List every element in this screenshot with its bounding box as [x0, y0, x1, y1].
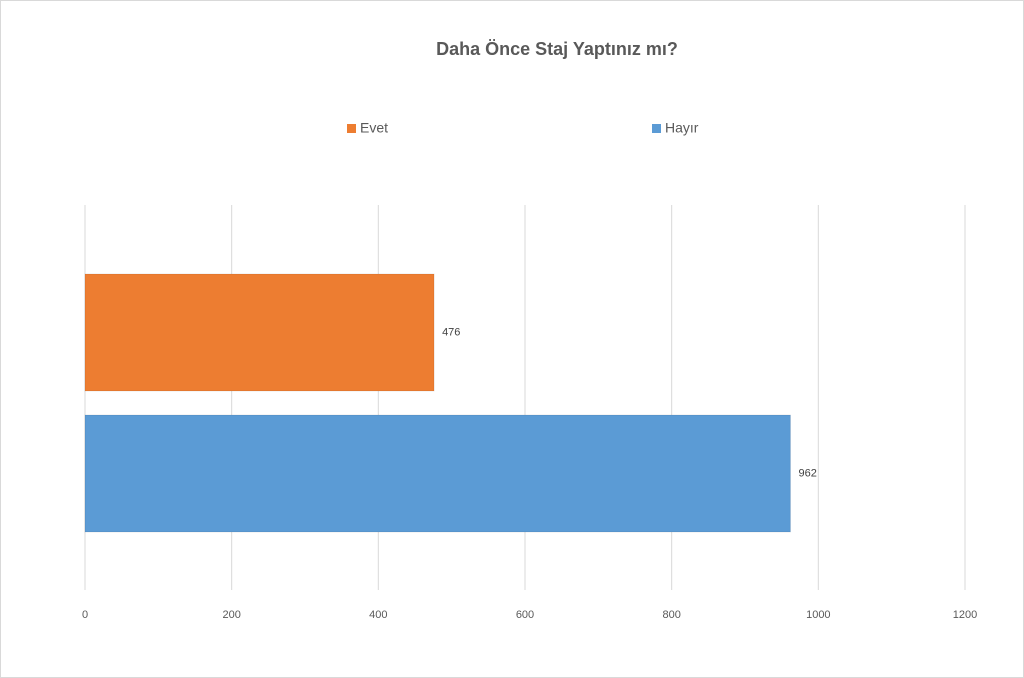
- x-tick-label: 0: [82, 609, 88, 621]
- x-tick-label: 1000: [806, 609, 830, 621]
- bar: [84, 273, 435, 392]
- x-tick-label: 200: [222, 609, 240, 621]
- data-label: 962: [798, 467, 816, 479]
- legend-label: Evet: [360, 120, 388, 136]
- x-tick-label: 600: [516, 609, 534, 621]
- x-tick-label: 400: [369, 609, 387, 621]
- legend-swatch: [652, 124, 661, 133]
- data-label: 476: [442, 326, 460, 338]
- chart-title: Daha Önce Staj Yaptınız mı?: [436, 39, 678, 59]
- bar: [84, 414, 791, 533]
- legend-swatch: [347, 124, 356, 133]
- legend-label: Hayır: [665, 120, 699, 136]
- x-tick-label: 800: [662, 609, 680, 621]
- x-tick-label: 1200: [953, 609, 977, 621]
